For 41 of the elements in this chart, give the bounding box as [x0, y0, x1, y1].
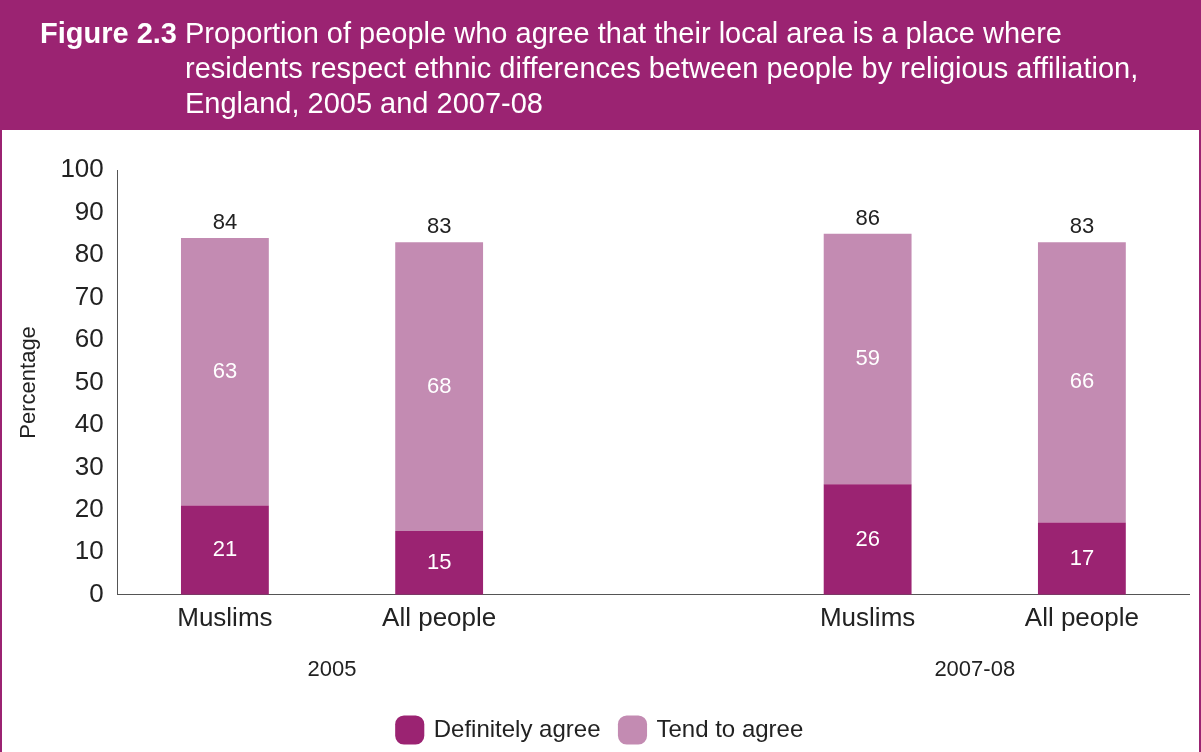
- data-label: 68: [426, 372, 452, 398]
- y-tick-label: 90: [74, 195, 104, 226]
- total-label: 83: [1069, 213, 1095, 239]
- y-tick-label: 80: [74, 238, 104, 269]
- data-label: 15: [426, 549, 452, 574]
- legend-label: Definitely agree: [433, 714, 601, 742]
- y-tick-label: 70: [74, 280, 104, 311]
- text: 2007-08: [934, 655, 1016, 681]
- y-tick-label: 20: [74, 493, 104, 524]
- data-label: 59: [855, 345, 880, 371]
- y-tick-label: 40: [74, 408, 104, 439]
- total-label: 86: [855, 204, 880, 230]
- y-tick-label: 100: [60, 153, 104, 184]
- bar: [180, 237, 269, 506]
- x-tick-label: All people: [382, 601, 497, 632]
- x-tick-label: Muslims: [819, 601, 916, 632]
- y-tick-label: 50: [74, 365, 104, 396]
- chart-title: Figure 2.3 Proportion of people who agree that their local area is a place where residents respect ethnic differences between people by religious affiliation, England, 2005 and 2007-08: [40, 16, 1140, 121]
- data-label: 66: [1069, 368, 1095, 394]
- text: 2005: [307, 655, 357, 681]
- bar: [1037, 242, 1126, 523]
- x-tick-label: All people: [1024, 601, 1139, 632]
- bar: [1037, 522, 1126, 595]
- y-axis-title: Percentage: [15, 326, 41, 439]
- y-tick-label: 60: [74, 323, 104, 354]
- bar: [180, 505, 269, 595]
- data-label: 21: [212, 536, 238, 562]
- data-label: 17: [1069, 544, 1095, 570]
- bar: [395, 242, 484, 532]
- y-tick-label: 0: [89, 577, 104, 608]
- total-label: 84: [212, 209, 238, 235]
- bar: [823, 233, 912, 485]
- legend-label: Tend to agree: [656, 714, 804, 742]
- bar: [395, 531, 484, 595]
- data-label: 26: [855, 525, 880, 551]
- bar: [823, 484, 912, 595]
- data-label: 63: [212, 357, 238, 383]
- x-tick-label: Muslims: [177, 601, 273, 632]
- y-tick-label: 10: [74, 535, 104, 566]
- total-label: 83: [426, 213, 452, 239]
- y-tick-label: 30: [74, 450, 104, 481]
